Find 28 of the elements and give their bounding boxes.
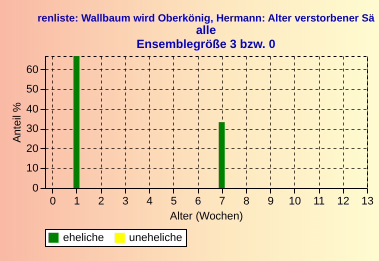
y-tick-label: 20 (26, 142, 38, 155)
x-tick-label: 4 (146, 196, 153, 208)
x-tick-label: 1 (74, 196, 80, 208)
chart-subtitle: alle (196, 23, 216, 37)
x-tick-label: 6 (194, 196, 202, 208)
x-tick-label: 7 (219, 196, 226, 208)
y-tick-label: 60 (26, 64, 38, 76)
y-axis-title: Anteil % (11, 102, 24, 143)
y-tick-label: 40 (26, 103, 38, 116)
x-tick-label: 12 (337, 196, 350, 208)
x-tick-label: 8 (243, 196, 250, 208)
x-tick-label: 0 (50, 196, 56, 208)
x-tick-label: 2 (98, 196, 104, 208)
x-tick-label: 10 (288, 196, 301, 208)
text: Ensemblegröße 3 bzw. 0 (136, 37, 276, 51)
chart-title: renliste: Wallbaum wird Oberkönig, Hermann: Alter verstorbener Sä (37, 12, 375, 24)
y-tick-label: 0 (32, 182, 38, 194)
y-tick-label: 30 (26, 123, 38, 136)
x-tick-label: 3 (122, 196, 128, 208)
y-tick-label: 10 (26, 162, 38, 175)
x-tick-label: 13 (361, 196, 374, 208)
x-tick-label: 11 (313, 196, 325, 208)
x-tick-label: 5 (170, 196, 177, 208)
legend-label: eheliche (63, 232, 104, 244)
x-tick-label: 9 (268, 196, 274, 208)
x-axis-title: Alter (Wochen) (170, 210, 244, 222)
y-tick-label: 50 (26, 84, 38, 96)
legend-label: uneheliche (129, 232, 182, 244)
